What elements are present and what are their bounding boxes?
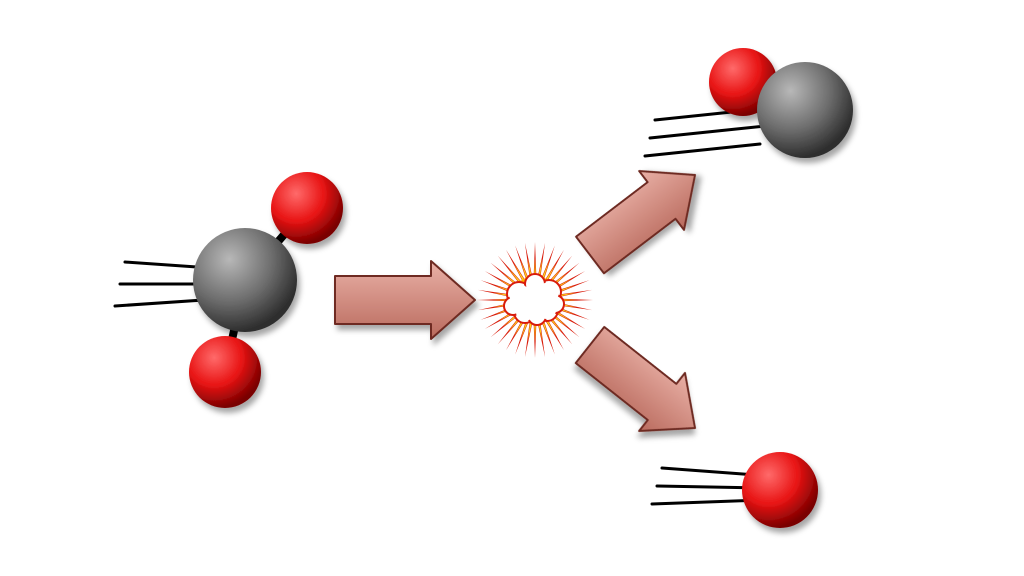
oxygen-atom	[271, 172, 343, 244]
carbon-atom	[757, 62, 853, 158]
oxygen-product	[652, 452, 818, 528]
explosion-layer	[477, 242, 593, 358]
carbon-atom	[193, 228, 297, 332]
arrow	[335, 261, 475, 339]
oxygen-atom	[189, 336, 261, 408]
motion-line	[645, 144, 760, 156]
arrow	[568, 146, 718, 285]
collision-burst	[477, 242, 593, 358]
oxygen-atom	[742, 452, 818, 528]
reaction-diagram	[0, 0, 1024, 576]
co2-reactant	[115, 172, 343, 408]
arrow	[567, 316, 718, 457]
molecules-layer	[115, 48, 853, 528]
motion-line	[650, 126, 765, 138]
co-product	[645, 48, 853, 158]
